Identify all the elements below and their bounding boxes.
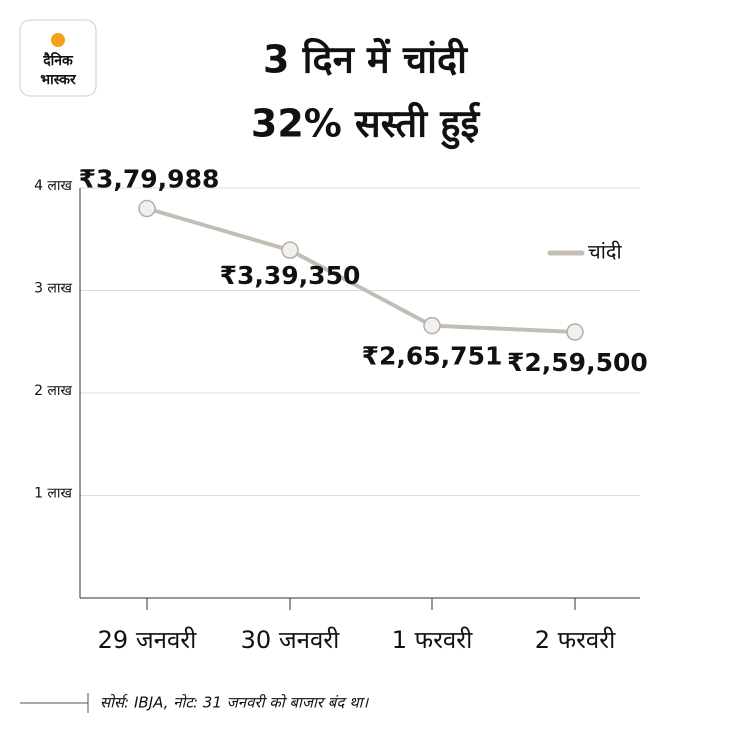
value-label: ₹3,79,988 [79, 165, 220, 194]
chart-title: 32% सस्ती हुई [251, 102, 481, 150]
point [138, 199, 156, 218]
y-tick-label: 4 लाख [34, 178, 72, 194]
logo-box [19, 19, 97, 97]
x-tick-label: 2 फरवरी [535, 626, 616, 654]
chart-title: 3 दिन में चांदी [263, 38, 468, 82]
point [566, 323, 584, 341]
x-tick-label: 29 जनवरी [98, 626, 197, 654]
y-tick-label: 2 लाख [34, 383, 72, 399]
value-label: ₹2,59,500 [507, 348, 648, 377]
logo-sun [51, 33, 65, 47]
logo-text: दैनिक [42, 52, 74, 69]
x-tick-label: 1 फरवरी [392, 626, 473, 654]
point [423, 316, 441, 335]
line [146, 206, 576, 335]
logo-text: भास्कर [40, 72, 77, 88]
value-label: ₹3,39,350 [220, 261, 361, 290]
legend-label: चांदी [588, 240, 623, 264]
x-tick-label: 30 जनवरी [241, 626, 340, 654]
y-tick-label: 3 लाख [34, 281, 72, 297]
y-tick-label: 1 लाख [34, 486, 72, 502]
source-note: सोर्स: IBJA, नोट: 31 जनवरी को बाजार बंद … [100, 694, 370, 712]
point [281, 241, 299, 259]
value-label: ₹2,65,751 [362, 342, 503, 371]
